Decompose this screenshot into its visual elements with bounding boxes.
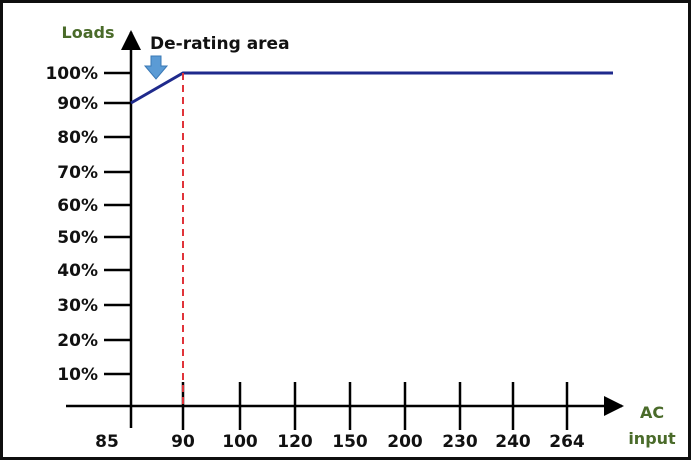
derating-annotation: De-rating area [150,34,290,54]
x-tick-label: 240 [495,432,531,452]
series-group [130,55,613,406]
y-tick-label: 60% [57,196,98,216]
x-axis-title-line2: input [628,429,676,448]
x-ticks-group: 85 90 100 120 150 200 230 240 264 [95,382,585,452]
y-tick-label: 20% [57,331,98,351]
x-tick-label: 200 [387,432,423,452]
y-tick-label: 70% [57,163,98,183]
y-axis-title: Loads [62,23,115,42]
y-ticks-group: 10% 20% 30% 40% 50% 60% 70% 80% 90% 100% [45,64,131,385]
y-tick-label: 30% [57,296,98,316]
x-tick-label: 150 [332,432,368,452]
down-arrow-shape [143,55,169,80]
x-tick-label: 264 [549,432,585,452]
x-tick-label: 120 [277,432,313,452]
load-curve-line [130,71,613,105]
axes-group [66,30,624,428]
y-tick-label: 10% [57,365,98,385]
x-tick-label: 90 [171,432,195,452]
x-tick-label: 100 [222,432,258,452]
y-tick-label: 40% [57,261,98,281]
y-tick-label: 80% [57,128,98,148]
down-arrow-icon [143,55,169,80]
x-tick-label: 85 [95,432,119,452]
x-axis-title-line1: AC [640,403,664,422]
y-tick-label: 90% [57,94,98,114]
y-tick-label: 50% [57,228,98,248]
y-tick-label: 100% [45,64,98,84]
x-tick-label: 230 [442,432,478,452]
